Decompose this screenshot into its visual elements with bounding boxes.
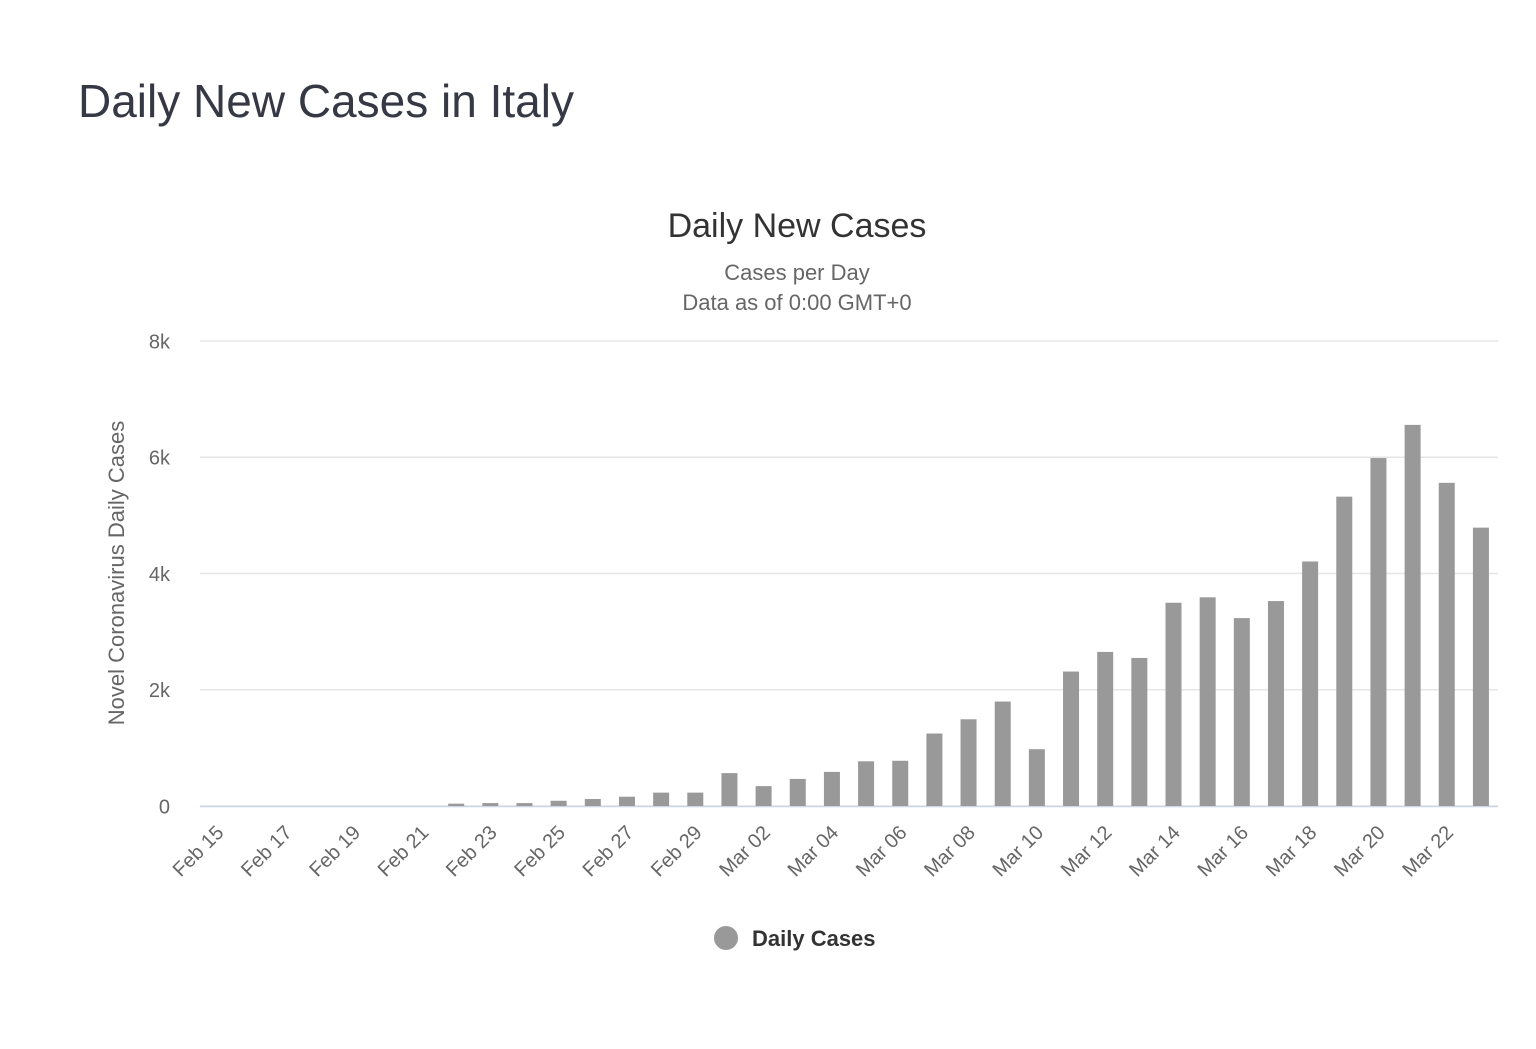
bar — [448, 803, 465, 806]
bar — [994, 701, 1011, 806]
bar — [584, 799, 601, 806]
bar — [1438, 482, 1455, 806]
x-tick-label: Feb 25 — [510, 822, 570, 882]
chart-subtitle: Data as of 0:00 GMT+0 — [682, 290, 911, 315]
bar — [960, 719, 977, 806]
x-tick-label: Feb 27 — [579, 822, 639, 882]
y-tick-label: 8k — [149, 331, 171, 353]
bar — [618, 796, 635, 806]
bar — [1028, 749, 1045, 806]
bar — [687, 792, 704, 806]
chart-subtitle: Cases per Day — [724, 260, 870, 285]
x-tick-label: Feb 15 — [169, 822, 229, 882]
bar — [516, 803, 533, 806]
x-tick-label: Mar 12 — [1057, 822, 1117, 882]
bar — [721, 773, 738, 806]
y-axis-label: Novel Coronavirus Daily Cases — [104, 421, 129, 725]
x-tick-label: Mar 06 — [852, 822, 912, 882]
page-title: Daily New Cases in Italy — [78, 75, 574, 127]
bar — [1472, 527, 1489, 806]
y-tick-label: 2k — [149, 680, 171, 702]
bar — [926, 733, 943, 806]
x-tick-label: Feb 23 — [442, 822, 502, 882]
x-tick-label: Mar 18 — [1262, 822, 1322, 882]
bar — [1267, 601, 1284, 806]
chart-title: Daily New Cases — [668, 207, 927, 245]
x-tick-label: Mar 02 — [715, 822, 775, 882]
bar — [1097, 651, 1114, 806]
x-tick-label: Mar 20 — [1330, 822, 1390, 882]
x-tick-label: Feb 21 — [374, 822, 434, 882]
bar — [482, 803, 499, 806]
bar — [1370, 458, 1387, 806]
bar — [823, 771, 840, 806]
bar — [1233, 618, 1250, 806]
y-tick-label: 4k — [149, 564, 171, 586]
legend-label: Daily Cases — [752, 926, 876, 951]
x-tick-label: Mar 14 — [1125, 822, 1185, 882]
bar — [892, 760, 909, 806]
bar — [1131, 657, 1148, 806]
bar — [858, 761, 875, 806]
x-tick-label: Mar 10 — [989, 822, 1049, 882]
bar — [1165, 602, 1182, 806]
x-tick-label: Mar 16 — [1194, 822, 1254, 882]
x-tick-label: Feb 19 — [305, 822, 365, 882]
x-tick-label: Mar 22 — [1398, 822, 1458, 882]
y-tick-label: 0 — [159, 796, 170, 818]
bar — [1302, 561, 1319, 806]
x-tick-label: Feb 17 — [237, 822, 297, 882]
bar — [1063, 671, 1080, 806]
bar — [1199, 597, 1216, 806]
bar — [550, 800, 567, 806]
x-tick-label: Feb 29 — [647, 822, 707, 882]
y-tick-label: 6k — [149, 448, 171, 470]
bar — [1336, 496, 1353, 806]
x-tick-label: Mar 04 — [784, 822, 844, 882]
bar — [653, 792, 670, 806]
bar — [789, 778, 806, 806]
bar — [755, 786, 772, 806]
x-tick-label: Mar 08 — [920, 822, 980, 882]
legend-marker — [714, 926, 738, 950]
bar — [1404, 424, 1421, 806]
